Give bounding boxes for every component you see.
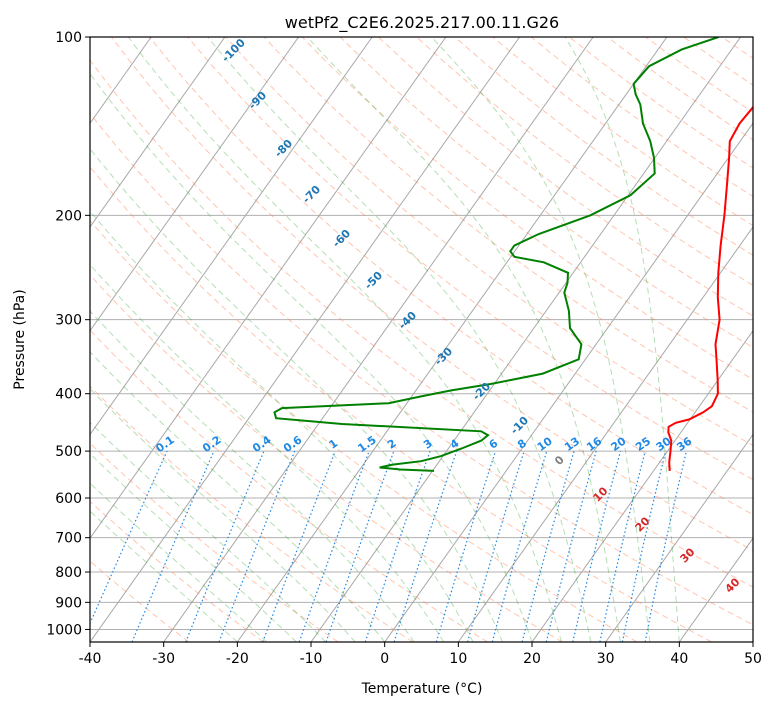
- mixing-ratio-line: [466, 450, 525, 642]
- y-tick-label: 800: [55, 565, 82, 581]
- mixing-ratio-line: [491, 450, 548, 642]
- y-axis: 100 200 300 400 500 600 700 800 900 1000: [46, 30, 90, 638]
- y-tick-label: 100: [55, 30, 82, 46]
- isotherm-line: [678, 537, 753, 642]
- y-tick-label: 200: [55, 208, 82, 224]
- moist-adiabat-line: [90, 388, 356, 642]
- dry-adiabat-line: [149, 37, 753, 516]
- moist-adiabat-line: [90, 310, 415, 642]
- chart-title: wetPf2_C2E6.2025.217.00.11.G26: [285, 13, 559, 33]
- y-tick-label: 400: [55, 387, 82, 403]
- isotherm-line: [90, 37, 521, 642]
- dry-adiabat-line: [90, 385, 414, 642]
- isotherm-line: [384, 122, 753, 642]
- moist-adiabat-line: [90, 263, 445, 642]
- dry-adiabat-line: [90, 166, 712, 642]
- isotherm-line: [457, 226, 753, 642]
- mixing-ratio-line: [599, 450, 646, 642]
- y-axis-label: Pressure (hPa): [12, 289, 28, 389]
- moist-adiabat-line: [90, 453, 297, 642]
- x-tick-label: 30: [597, 651, 615, 667]
- isotherm-line: [90, 37, 373, 436]
- moist-adiabat-line: [90, 210, 474, 642]
- isotherm-line: [310, 37, 742, 642]
- isotherm-line: [236, 37, 668, 642]
- moist-adiabat-line: [90, 72, 533, 642]
- temperature-profile-line: [667, 105, 753, 471]
- x-tick-label: 40: [670, 651, 688, 667]
- isotherm-line: [163, 37, 594, 642]
- plot-frame: [89, 36, 754, 643]
- isotherm-line: [90, 37, 226, 228]
- mixing-ratio-line: [435, 450, 497, 642]
- dry-adiabat-line: [111, 37, 753, 552]
- y-tick-label: 500: [55, 444, 82, 460]
- x-tick-label: -30: [152, 651, 175, 667]
- x-tick-label: -40: [79, 651, 102, 667]
- dry-adiabat-line: [90, 274, 563, 642]
- x-tick-label: 50: [744, 651, 762, 667]
- x-tick-label: -20: [226, 651, 249, 667]
- mixing-ratio-line: [262, 450, 336, 642]
- mixing-ratio-line: [621, 450, 667, 642]
- mixing-ratio-line: [218, 450, 296, 642]
- y-tick-label: 1000: [46, 622, 82, 638]
- mixing-ratio-line: [521, 450, 575, 642]
- x-tick-label: 10: [449, 651, 467, 667]
- background-lines: [90, 37, 753, 642]
- y-tick-label: 700: [55, 531, 82, 547]
- x-tick-label: 20: [523, 651, 541, 667]
- moist-adiabat-line: [90, 510, 238, 642]
- dry-adiabat-line: [378, 37, 753, 317]
- moist-adiabat-line: [90, 482, 268, 642]
- dry-adiabat-line: [301, 37, 753, 381]
- mixing-ratio-line: [90, 450, 168, 625]
- mixing-ratio-line: [185, 450, 265, 642]
- moist-adiabat-line: [127, 37, 562, 642]
- x-axis-label: Temperature (°C): [361, 681, 483, 697]
- mixing-ratio-line: [298, 450, 370, 642]
- x-tick-label: -10: [300, 651, 323, 667]
- isotherm-line: [90, 37, 300, 332]
- mixing-ratio-line: [364, 450, 431, 642]
- dry-adiabat-line: [90, 112, 753, 626]
- isotherm-line: [605, 433, 753, 642]
- x-axis: -40 -30 -20 -10 0 10 20 30 40 50: [79, 642, 762, 667]
- dry-adiabat-line: [90, 500, 264, 642]
- mixing-ratio-line: [545, 450, 597, 642]
- isotherm-line: [531, 329, 753, 642]
- dry-adiabat-line: [339, 37, 753, 349]
- y-tick-label: 300: [55, 313, 82, 329]
- isotherm-line: [90, 37, 447, 540]
- y-tick-label: 900: [55, 595, 82, 611]
- moist-adiabat-line: [90, 351, 386, 642]
- moist-adiabat-line: [207, 37, 592, 642]
- y-tick-label: 600: [55, 491, 82, 507]
- dry-adiabat-line: [187, 37, 753, 481]
- dry-adiabat-line: [90, 59, 753, 588]
- moist-adiabat-line: [564, 37, 680, 642]
- mixing-ratio-line: [131, 450, 215, 642]
- moist-adiabat-line: [306, 37, 621, 642]
- moist-adiabat-line: [431, 37, 651, 642]
- sounding-profiles: [273, 37, 753, 472]
- dewpoint-profile-line: [273, 37, 719, 472]
- dry-adiabat-line: [90, 219, 638, 642]
- mixing-ratio-line: [572, 450, 622, 642]
- dry-adiabat-line: [90, 329, 488, 642]
- mixing-ratio-line: [325, 450, 395, 642]
- mixing-ratio-line: [393, 450, 458, 642]
- x-tick-label: 0: [380, 651, 389, 667]
